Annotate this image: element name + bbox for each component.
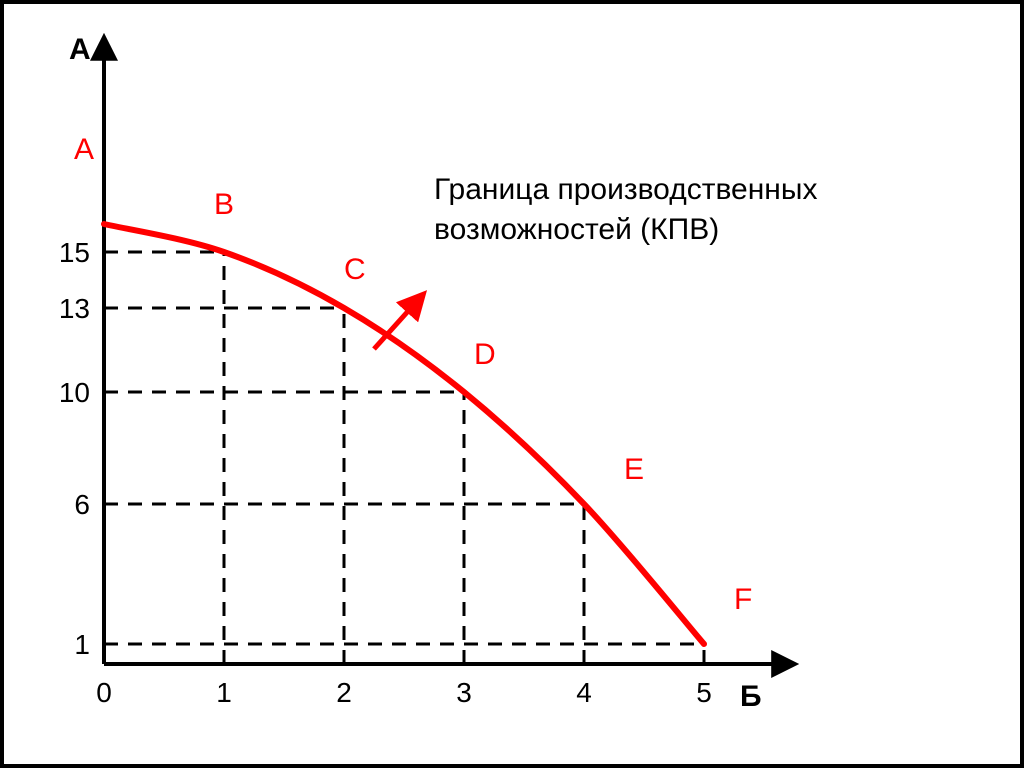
curve-point-label: А bbox=[74, 133, 94, 166]
chart-title-line1: Граница производственных bbox=[434, 173, 817, 206]
x-tick-label: 5 bbox=[696, 677, 712, 708]
x-tick-label: 3 bbox=[456, 677, 472, 708]
y-tick-label: 13 bbox=[59, 293, 90, 324]
curve-point-label: F bbox=[734, 583, 752, 616]
x-axis-label: Б bbox=[740, 680, 762, 713]
curve-point-label: E bbox=[624, 453, 644, 486]
chart-title-line2: возможностей (КПВ) bbox=[434, 213, 719, 246]
x-tick-label: 4 bbox=[576, 677, 592, 708]
ppf-curve bbox=[104, 224, 704, 644]
x-tick-labels: 0 1 2 3 4 5 bbox=[96, 677, 712, 708]
y-axis-label: А bbox=[69, 33, 91, 66]
x-tick-label: 2 bbox=[336, 677, 352, 708]
ppf-chart: А Б Граница производственных возможносте… bbox=[4, 4, 1020, 764]
y-tick-label: 6 bbox=[74, 489, 90, 520]
curve-point-label: D bbox=[474, 338, 496, 371]
curve-point-label: В bbox=[214, 188, 234, 221]
curve-point-label: С bbox=[344, 253, 366, 286]
chart-frame: А Б Граница производственных возможносте… bbox=[0, 0, 1024, 768]
y-tick-labels: 1 6 10 13 15 bbox=[59, 237, 90, 660]
x-tick-label: 1 bbox=[216, 677, 232, 708]
y-tick-label: 1 bbox=[74, 629, 90, 660]
y-tick-label: 10 bbox=[59, 377, 90, 408]
y-tick-label: 15 bbox=[59, 237, 90, 268]
x-tick-label: 0 bbox=[96, 677, 112, 708]
